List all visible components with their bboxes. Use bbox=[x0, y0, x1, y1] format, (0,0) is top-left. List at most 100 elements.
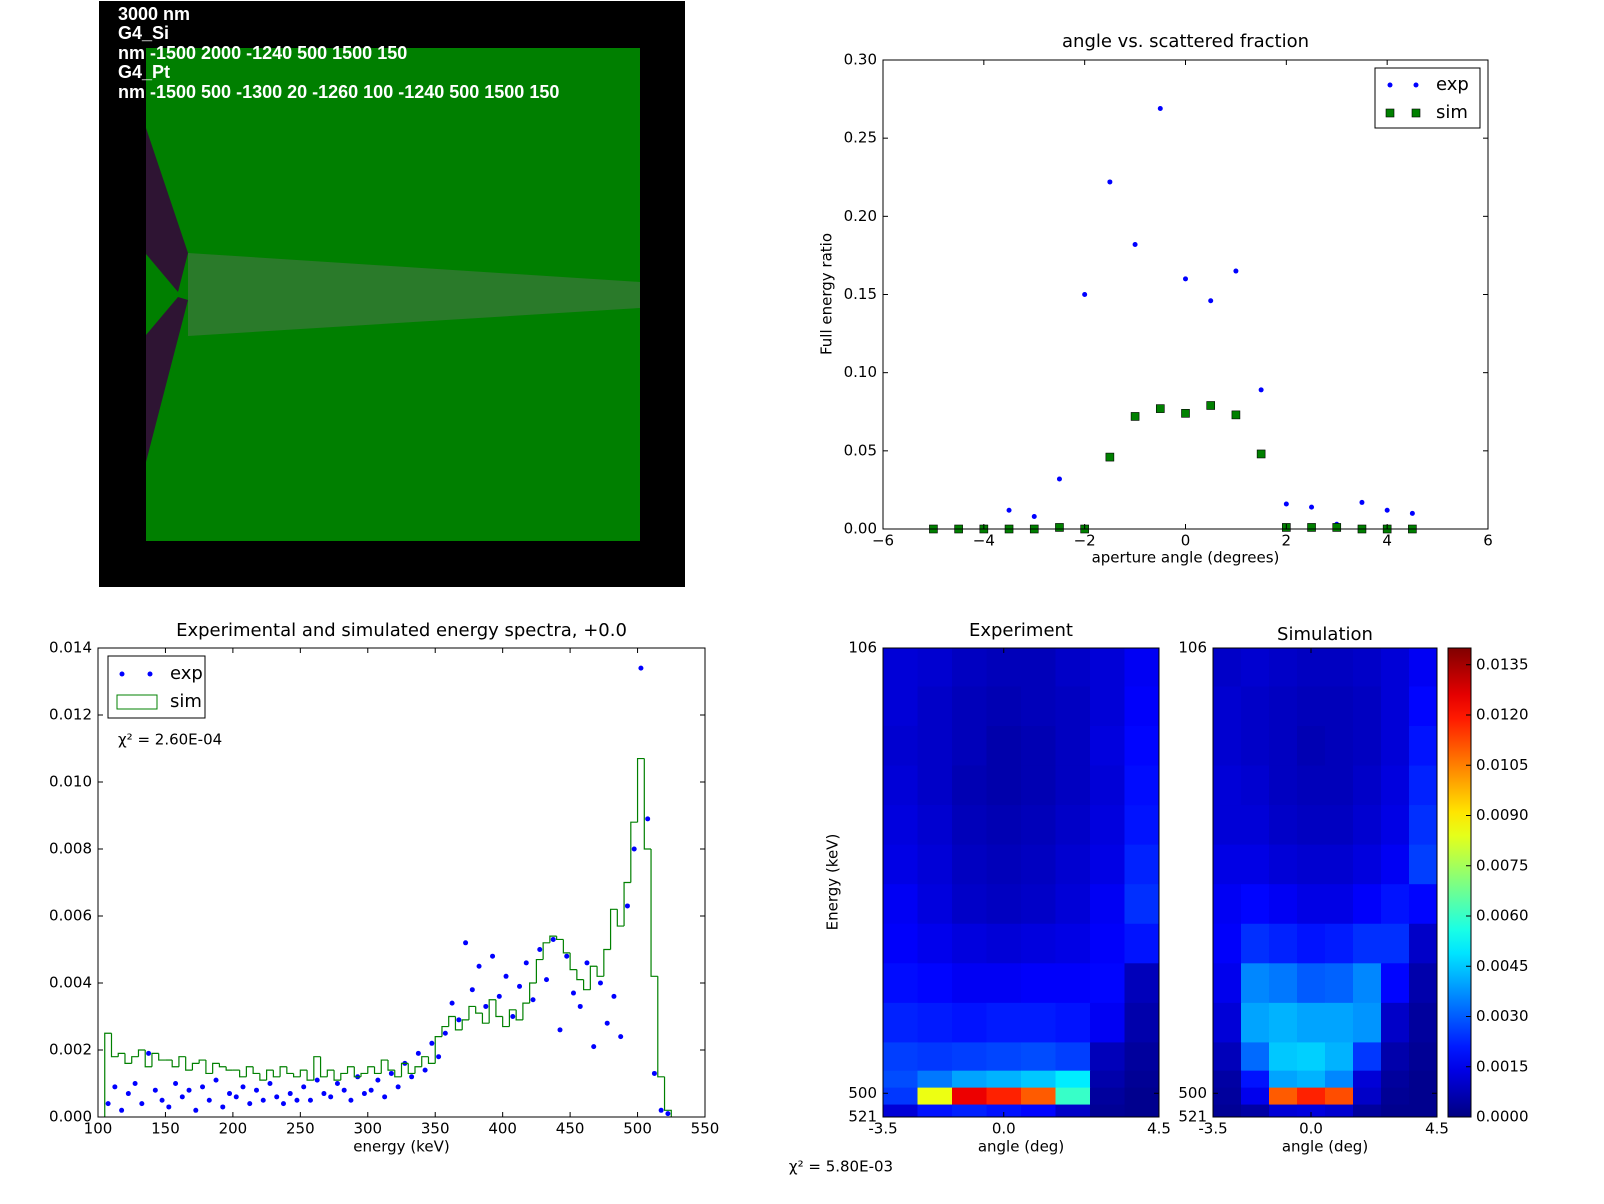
heatmap-cell bbox=[1124, 686, 1160, 727]
heatmap-cell bbox=[1213, 1070, 1242, 1089]
heatmap-cell bbox=[1213, 844, 1242, 885]
exp-marker bbox=[112, 1084, 118, 1090]
heatmap-cell bbox=[1269, 1087, 1298, 1106]
heatmap-cell bbox=[1241, 1070, 1270, 1089]
exp-marker bbox=[577, 1003, 583, 1009]
heatmap-cell bbox=[917, 1104, 953, 1118]
exp-marker bbox=[510, 1014, 516, 1019]
exp-marker bbox=[253, 1087, 259, 1093]
heatmap-cell bbox=[1213, 1104, 1242, 1118]
exp-marker bbox=[341, 1087, 347, 1093]
colorbar-tick-label: 0.0075 bbox=[1476, 856, 1529, 874]
legend-box bbox=[1374, 67, 1481, 129]
heatmap-cell bbox=[1021, 765, 1056, 806]
x-tick-label: 100 bbox=[84, 1120, 113, 1138]
heatmap-cell bbox=[1325, 884, 1354, 925]
heatmap-cell bbox=[1409, 1087, 1438, 1106]
sim-step bbox=[124, 1053, 132, 1064]
legend-marker bbox=[119, 671, 125, 677]
heatmap-cell bbox=[1055, 963, 1091, 1004]
y-tick-label: 0.006 bbox=[49, 907, 92, 925]
heatmap-cell bbox=[1409, 1070, 1438, 1089]
colorbar-tick-label: 0.0120 bbox=[1476, 706, 1529, 724]
heatmap-cell bbox=[1241, 1002, 1270, 1043]
exp-marker bbox=[395, 1084, 401, 1090]
heatmap-cell bbox=[1409, 765, 1438, 806]
exp-marker bbox=[624, 903, 630, 909]
sim-step bbox=[306, 1070, 314, 1081]
x-tick-label: 250 bbox=[286, 1120, 315, 1138]
exp-marker bbox=[597, 980, 603, 986]
y-tick-label: 0.10 bbox=[844, 363, 877, 381]
sim-step bbox=[650, 849, 658, 977]
heatmap-cell bbox=[883, 1042, 918, 1072]
heatmap-cell bbox=[1090, 844, 1125, 885]
heatmap-cell bbox=[883, 1104, 918, 1118]
exp-marker bbox=[1359, 499, 1365, 505]
sim-step bbox=[441, 1025, 449, 1037]
heatmap-cell bbox=[1381, 1042, 1410, 1072]
heatmap-cell bbox=[1241, 686, 1270, 727]
heatmap-cell bbox=[1409, 686, 1438, 727]
exp-marker bbox=[152, 1087, 158, 1093]
plot-frame bbox=[97, 647, 706, 1118]
exp-marker bbox=[193, 1107, 199, 1113]
sim-step bbox=[185, 1056, 193, 1071]
heatmap-cell bbox=[1409, 648, 1438, 687]
exp-marker bbox=[550, 936, 556, 942]
heatmap-cell bbox=[986, 923, 1022, 964]
sim-step bbox=[333, 1070, 341, 1081]
heatmap-cell bbox=[1021, 1042, 1056, 1072]
heatmap-cell bbox=[1353, 686, 1382, 727]
heatmap-cell bbox=[1269, 1042, 1298, 1072]
sim-step bbox=[535, 958, 544, 983]
heatmap-cell bbox=[1090, 884, 1125, 925]
plot-frame bbox=[882, 647, 1160, 1118]
heatmap-cell bbox=[1409, 884, 1438, 925]
sim-step bbox=[576, 969, 584, 981]
x-tick-label: 0.0 bbox=[1299, 1120, 1323, 1138]
exp-marker bbox=[503, 973, 509, 979]
colorbar-tick-label: 0.0060 bbox=[1476, 907, 1529, 925]
sim-step bbox=[461, 1019, 469, 1030]
x-tick-label: 6 bbox=[1483, 532, 1493, 550]
legend-marker bbox=[1387, 82, 1393, 88]
y-tick-label: 0.010 bbox=[49, 773, 92, 791]
x-axis-label: angle (deg) bbox=[978, 1138, 1064, 1156]
exp-marker bbox=[1107, 179, 1113, 185]
x-tick-label: -3.5 bbox=[1198, 1120, 1227, 1138]
sim-step bbox=[427, 1056, 436, 1064]
heatmap-cell bbox=[883, 1087, 918, 1106]
heatmap-cell bbox=[883, 1002, 918, 1043]
heatmap-cell bbox=[1055, 686, 1091, 727]
exp-marker bbox=[119, 1107, 125, 1113]
exp-marker bbox=[348, 1097, 354, 1103]
sim-step bbox=[562, 939, 571, 954]
exp-marker bbox=[368, 1087, 374, 1093]
heatmap-cell bbox=[1055, 648, 1091, 687]
sim-step bbox=[340, 1072, 348, 1081]
heatmap-cell bbox=[1124, 1002, 1160, 1043]
exp-marker bbox=[456, 1017, 462, 1023]
heatmap-cell bbox=[1409, 805, 1438, 846]
sim-step bbox=[623, 881, 631, 927]
plot-frame bbox=[882, 59, 1489, 530]
heatmap-cell bbox=[986, 686, 1022, 727]
sim-step bbox=[636, 757, 645, 823]
sim-step bbox=[475, 1006, 483, 1014]
exp-marker bbox=[415, 1050, 421, 1056]
sim-step bbox=[488, 999, 496, 1024]
sim-step bbox=[272, 1070, 281, 1078]
exp-marker bbox=[570, 990, 576, 996]
heatmap-cell bbox=[1124, 648, 1160, 687]
exp-marker bbox=[139, 1101, 145, 1107]
heatmap-cell bbox=[1055, 1042, 1091, 1072]
beam bbox=[188, 253, 640, 336]
heatmap-cell bbox=[1213, 1042, 1242, 1072]
heatmap-cell bbox=[1353, 884, 1382, 925]
sim-marker bbox=[1181, 409, 1190, 418]
exp-marker bbox=[166, 1104, 172, 1110]
exp-marker bbox=[287, 1091, 293, 1097]
exp-marker bbox=[631, 846, 637, 852]
heatmap-cell bbox=[1325, 1042, 1354, 1072]
